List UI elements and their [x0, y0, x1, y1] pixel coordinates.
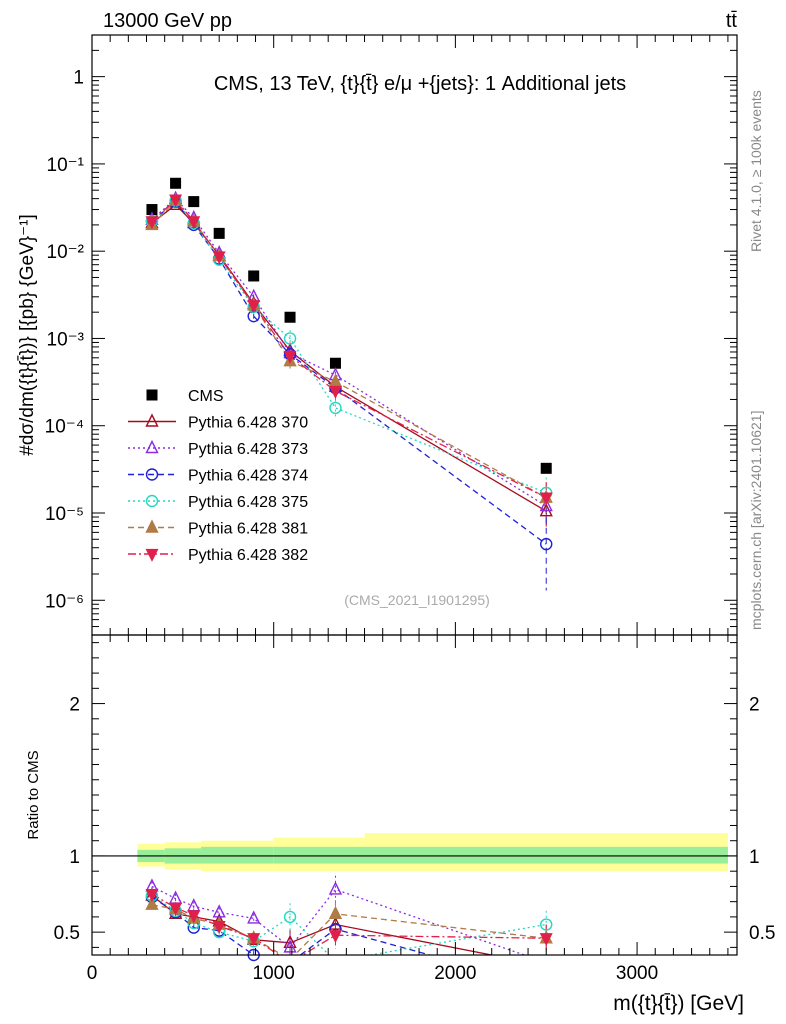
ratio-point-382 [169, 902, 183, 916]
legend-marker [145, 439, 159, 454]
data-point-cms [284, 311, 296, 323]
ratio-plot-panel: 0 1000 2000 3000 0.5 0.5 1 1 2 2 Ratio to CMS m({… [25, 634, 775, 1015]
legend-entry: Pythia 6.428 382 [188, 547, 308, 564]
legend: CMS Pythia 6.428 370 Pythia 6.428 373 Pythi… [128, 388, 308, 564]
data-point-cms [329, 357, 341, 369]
legend-entry: Pythia 6.428 374 [188, 468, 308, 485]
ratio-point-382 [539, 933, 553, 947]
ratio-y-tick-label: 1 [69, 847, 80, 868]
x-tick-label: 0 [87, 963, 98, 984]
legend-marker [145, 468, 159, 481]
ratio-point-373 [247, 910, 261, 924]
ratio-point-370 [283, 934, 297, 949]
header-left-label: 13000 GeV pp [103, 10, 232, 32]
ratio-point-381 [328, 905, 343, 920]
legend-entry: CMS [188, 388, 224, 405]
x-tick-label: 1000 [253, 963, 295, 984]
legend-marker [146, 389, 158, 401]
data-point-cms [170, 177, 182, 189]
legend-entry: Pythia 6.428 370 [188, 415, 308, 432]
data-point-cms [248, 270, 260, 282]
legend-entry: Pythia 6.428 381 [188, 521, 308, 538]
ratio-y-axis-label: Ratio to CMS [25, 750, 42, 839]
header-right-label: tt̄ [726, 10, 738, 32]
ratio-line-374 [151, 896, 433, 955]
ratio-point-382 [328, 930, 342, 944]
uncertainty-band-inner [364, 846, 728, 864]
data-point-382 [247, 300, 261, 314]
series-line-370 [151, 203, 547, 512]
y-tick-label: 10⁻¹ [47, 155, 85, 176]
data-point-cms [213, 227, 225, 239]
main-plot-title: CMS, 13 TeV, {t}{t̄} e/μ +{jets}: 1 Addi… [214, 73, 626, 95]
ratio-point-381 [145, 896, 159, 910]
y-tick-label: 10⁻⁴ [45, 417, 84, 438]
data-point-cms [540, 462, 552, 474]
data-point-375 [329, 401, 342, 415]
data-point-375 [283, 332, 297, 345]
ratio-line-381 [151, 904, 547, 955]
legend-entry: Pythia 6.428 375 [188, 494, 308, 511]
analysis-label: (CMS_2021_I1901295) [344, 592, 490, 608]
ratio-y-tick-label: 0.5 [54, 923, 80, 944]
series-line-374 [151, 200, 547, 545]
x-tick-label: 2000 [434, 963, 476, 984]
ratio-point-382 [247, 933, 261, 947]
ratio-point-373 [283, 939, 297, 953]
data-point-cms [146, 204, 158, 216]
data-point-382 [145, 216, 159, 230]
y-tick-label: 10⁻² [47, 242, 85, 263]
data-point-382 [212, 251, 226, 265]
y-tick-label: 10⁻³ [47, 329, 85, 350]
data-point-382 [187, 216, 201, 230]
rivet-version-note: Rivet 4.1.0, ≥ 100k events [748, 90, 764, 252]
legend-marker [145, 548, 159, 562]
x-axis-label: m({t}{t̄}) [GeV] [613, 992, 744, 1015]
y-tick-label: 1 [73, 68, 84, 89]
legend-entry: Pythia 6.428 373 [188, 441, 308, 458]
data-point-373 [539, 498, 553, 512]
legend-marker [145, 519, 159, 533]
x-tick-label: 3000 [616, 963, 658, 984]
main-plot-frame [91, 34, 738, 636]
ratio-line-373 [151, 885, 527, 955]
ratio-point-373 [328, 881, 343, 895]
ratio-line-382 [151, 893, 547, 955]
data-point-382 [539, 492, 553, 506]
mcplots-note: mcplots.cern.ch [arXiv:2401.10621] [748, 411, 764, 630]
ratio-plot-frame [91, 634, 738, 956]
main-plot-panel: 10⁻⁶ 10⁻⁵ 10⁻⁴ 10⁻³ 10⁻² 10⁻¹ 1 CMS, 13 TeV, {… [17, 34, 738, 636]
ratio-point-382 [145, 888, 159, 902]
ratio-line-375 [151, 895, 547, 955]
ratio-point-382 [187, 910, 201, 924]
data-point-374 [540, 537, 553, 551]
uncertainty-band-inner [201, 846, 274, 864]
legend-marker [145, 494, 159, 508]
data-point-cms [188, 196, 200, 208]
data-point-382 [328, 385, 342, 399]
data-point-382 [283, 350, 297, 364]
uncertainty-band-inner [273, 846, 365, 864]
y-axis-label: #dσ/dm({t}{t̄})} [{pb} {GeV}⁻¹] [17, 214, 38, 455]
ratio-point-375 [540, 918, 553, 931]
ratio-y-tick-label: 2 [69, 695, 80, 716]
ratio-y-tick-label-right: 0.5 [749, 923, 775, 944]
y-tick-label: 10⁻⁵ [45, 504, 84, 525]
legend-marker [145, 413, 159, 427]
ratio-y-tick-label-right: 2 [749, 695, 760, 716]
ratio-point-370 [328, 916, 343, 930]
y-tick-label: 10⁻⁶ [45, 591, 84, 612]
ratio-point-382 [212, 920, 226, 934]
ratio-y-tick-label-right: 1 [749, 847, 760, 868]
ratio-point-375 [283, 910, 297, 924]
data-point-382 [169, 194, 183, 208]
